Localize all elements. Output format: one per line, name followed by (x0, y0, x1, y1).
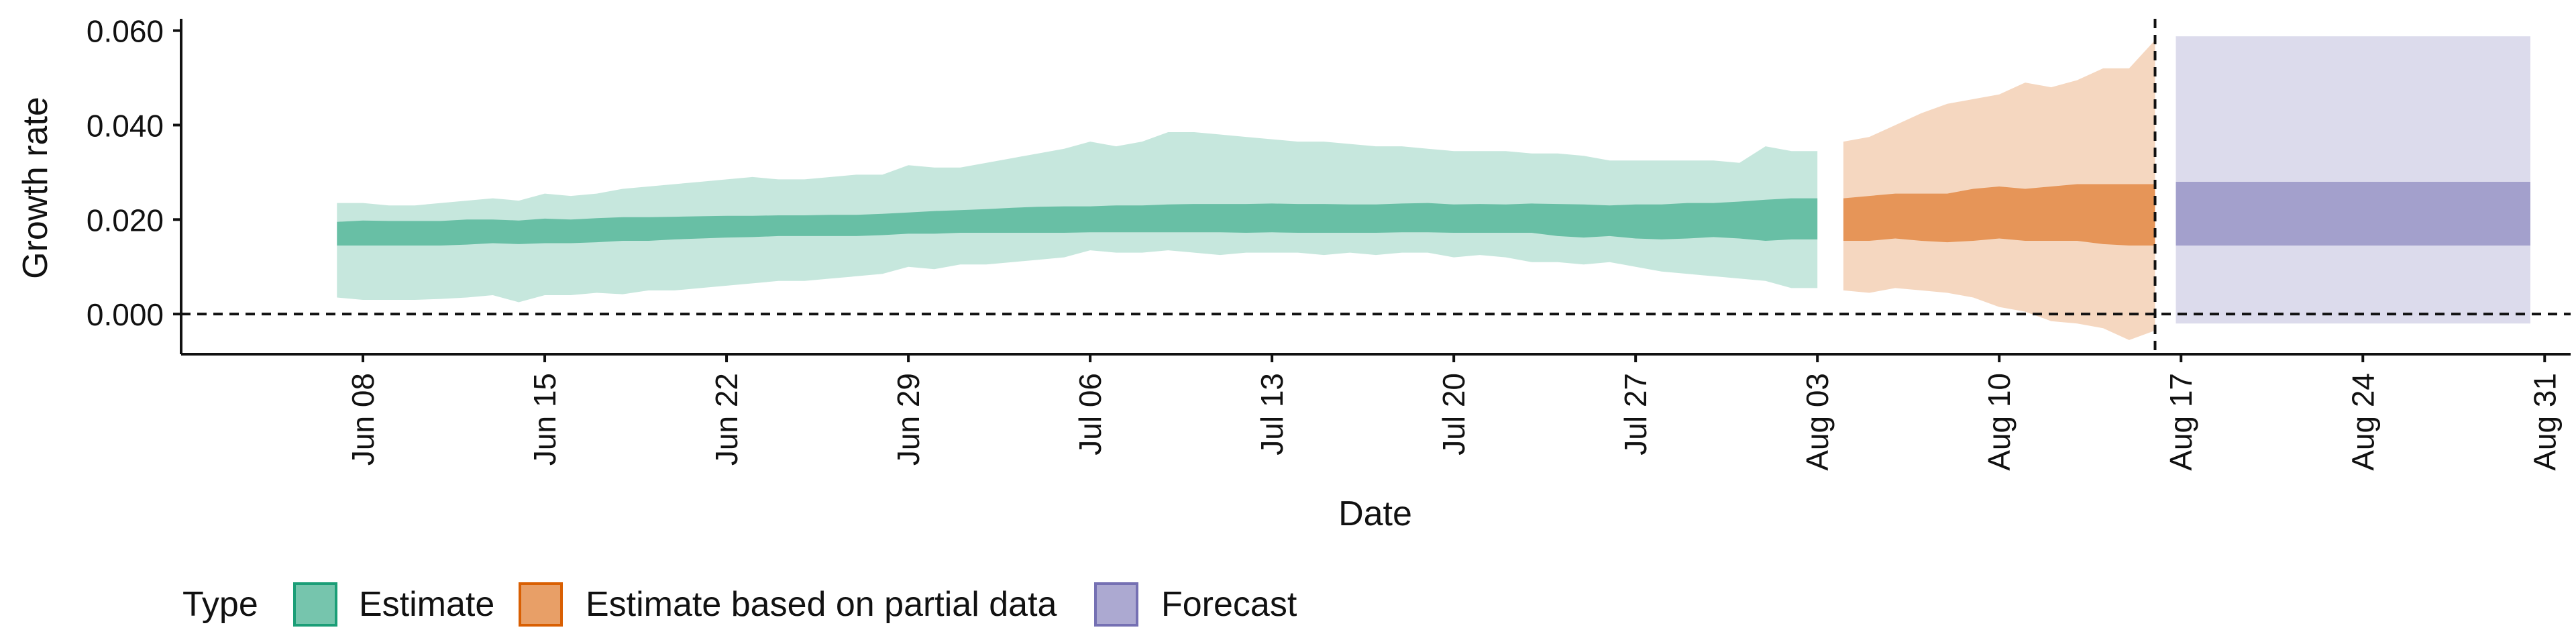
y-tick-label: 0.000 (87, 297, 164, 332)
x-tick-label: Jun 15 (527, 373, 562, 466)
x-tick-label: Jun 29 (891, 373, 926, 466)
ribbons-layer (337, 36, 2530, 340)
x-tick-label: Jul 13 (1254, 373, 1289, 455)
legend: Type Estimate Estimate based on partial … (182, 582, 1297, 627)
forecast-ribbon-50 (2176, 182, 2530, 246)
legend-label-estimate: Estimate (359, 585, 494, 624)
reference-lines (181, 19, 2571, 354)
legend-key-forecast (1094, 582, 1138, 627)
y-ticks: 0.000 0.020 0.040 0.060 (87, 14, 181, 332)
y-tick-label: 0.040 (87, 108, 164, 143)
x-axis-title: Date (1338, 494, 1412, 533)
x-tick-label: Aug 03 (1800, 373, 1835, 471)
y-tick-label: 0.020 (87, 203, 164, 237)
x-tick-label: Aug 17 (2163, 373, 2198, 471)
legend-key-estimate (293, 582, 337, 627)
forecast-ribbon-90 (2176, 36, 2530, 324)
x-tick-label: Aug 24 (2345, 373, 2380, 471)
x-tick-label: Jul 27 (1618, 373, 1653, 455)
x-tick-label: Jun 22 (709, 373, 744, 466)
legend-label-forecast: Forecast (1161, 585, 1297, 624)
legend-label-partial: Estimate based on partial data (586, 585, 1057, 624)
x-ticks: Jun 08 Jun 15 Jun 22 Jun 29 Jul 06 Jul 13 Jul … (345, 354, 2562, 471)
estimate-ribbon-50 (337, 198, 1818, 246)
partial-ribbon-50 (1843, 184, 2155, 246)
x-tick-label: Jun 08 (345, 373, 380, 466)
y-tick-label: 0.060 (87, 14, 164, 49)
x-tick-label: Aug 10 (1982, 373, 2017, 471)
x-tick-label: Jul 06 (1073, 373, 1108, 455)
legend-key-partial (519, 582, 563, 627)
y-axis-title: Growth rate (16, 97, 55, 279)
legend-title: Type (182, 585, 258, 624)
x-tick-label: Jul 20 (1436, 373, 1471, 455)
x-tick-label: Aug 31 (2527, 373, 2562, 471)
